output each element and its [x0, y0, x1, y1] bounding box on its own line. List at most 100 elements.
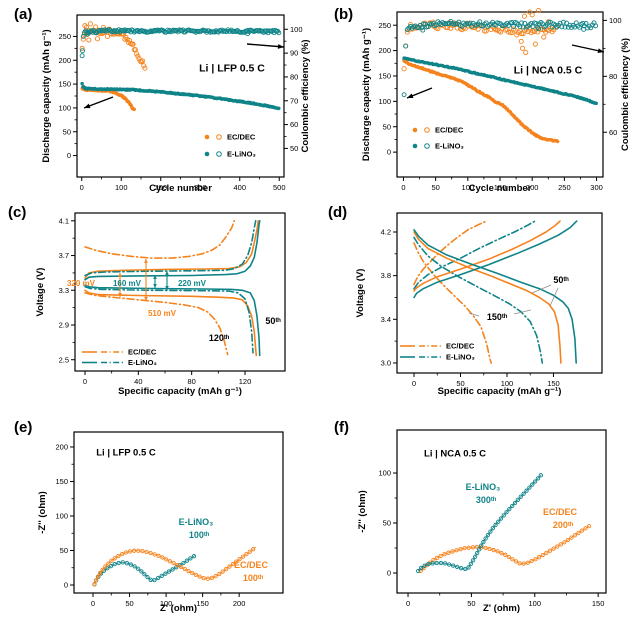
svg-text:50ᵗʰ: 50ᵗʰ — [553, 275, 569, 285]
svg-text:200: 200 — [526, 183, 539, 192]
panel-a-chart: 0 100 200 300 400 500 0 50 100 150 200 250 50 60 70 80 9… — [0, 0, 320, 200]
svg-text:400: 400 — [233, 183, 246, 192]
svg-text:100: 100 — [529, 599, 542, 608]
svg-text:-Z'' (ohm): -Z'' (ohm) — [37, 491, 48, 534]
svg-text:2.5: 2.5 — [59, 355, 69, 364]
panel-f-chart: 0 50 100 150 0 50 100 Z' (ohm) -Z'' (ohm) Li | NC… — [320, 415, 640, 625]
svg-text:90: 90 — [290, 49, 298, 58]
svg-text:100ᵗʰ: 100ᵗʰ — [189, 530, 210, 540]
svg-text:70: 70 — [290, 96, 298, 105]
svg-text:100: 100 — [55, 512, 68, 521]
svg-text:100: 100 — [58, 104, 71, 113]
svg-text:2.9: 2.9 — [59, 321, 69, 330]
panel-b-chart: 0 50 100 150 200 250 300 0 50 100 150 200 250 60 80 100… — [320, 0, 640, 200]
svg-text:50: 50 — [383, 122, 391, 131]
panel-label-f: (f) — [334, 419, 349, 436]
svg-text:220 mV: 220 mV — [178, 279, 207, 288]
svg-text:120ᵗʰ: 120ᵗʰ — [209, 333, 230, 343]
svg-text:200: 200 — [154, 183, 167, 192]
svg-text:150: 150 — [547, 379, 560, 388]
svg-text:EC/DEC: EC/DEC — [543, 507, 578, 517]
svg-text:250: 250 — [378, 21, 391, 30]
svg-text:100: 100 — [115, 183, 128, 192]
svg-text:Li | LFP 0.5 C: Li | LFP 0.5 C — [199, 63, 265, 75]
svg-text:150: 150 — [58, 80, 71, 89]
svg-text:500: 500 — [273, 183, 286, 192]
svg-text:4.2: 4.2 — [381, 228, 391, 237]
panel-c-chart: 0 40 80 120 2.5 2.9 3.3 3.7 4.1 Specific capacity… — [0, 200, 320, 415]
svg-text:50: 50 — [60, 546, 68, 555]
svg-text:150ᵗʰ: 150ᵗʰ — [487, 312, 508, 322]
svg-text:EC/DEC: EC/DEC — [446, 342, 475, 351]
svg-text:100: 100 — [378, 97, 391, 106]
svg-text:Z' (ohm): Z' (ohm) — [483, 603, 520, 614]
svg-text:60: 60 — [290, 120, 298, 129]
svg-text:250: 250 — [558, 183, 571, 192]
svg-text:EC/DEC: EC/DEC — [128, 348, 157, 357]
svg-text:300: 300 — [194, 183, 207, 192]
svg-text:160 mV: 160 mV — [113, 279, 142, 288]
svg-text:3.3: 3.3 — [59, 286, 69, 295]
svg-text:200: 200 — [55, 443, 68, 452]
svg-text:150: 150 — [196, 599, 209, 608]
svg-text:80: 80 — [187, 377, 195, 386]
svg-text:80: 80 — [609, 72, 617, 81]
svg-text:100: 100 — [462, 183, 475, 192]
svg-text:50: 50 — [431, 183, 439, 192]
svg-text:E-LiNO₃: E-LiNO₃ — [179, 517, 214, 527]
svg-text:Coulombic efficiency (%): Coulombic efficiency (%) — [300, 40, 311, 153]
svg-text:EC/DEC: EC/DEC — [234, 560, 269, 570]
svg-text:EC/DEC: EC/DEC — [435, 126, 464, 135]
svg-text:Discharge capacity (mAh g⁻¹): Discharge capacity (mAh g⁻¹) — [41, 29, 52, 162]
svg-text:E-LiNO₃: E-LiNO₃ — [435, 142, 464, 151]
svg-text:3.8: 3.8 — [381, 271, 391, 280]
svg-text:40: 40 — [134, 377, 142, 386]
svg-text:300: 300 — [590, 183, 603, 192]
svg-text:200: 200 — [233, 599, 246, 608]
svg-text:0: 0 — [387, 148, 391, 157]
svg-text:4.1: 4.1 — [59, 216, 69, 225]
svg-text:0: 0 — [67, 151, 71, 160]
svg-text:50ᵗʰ: 50ᵗʰ — [265, 316, 281, 326]
svg-text:3.4: 3.4 — [381, 315, 391, 324]
svg-text:3.7: 3.7 — [59, 251, 69, 260]
svg-text:0: 0 — [80, 183, 84, 192]
svg-text:Z' (ohm): Z' (ohm) — [160, 603, 197, 614]
svg-text:100: 100 — [378, 469, 391, 478]
svg-text:0: 0 — [401, 183, 405, 192]
svg-text:50: 50 — [383, 519, 391, 528]
svg-text:E-LiNO₃: E-LiNO₃ — [446, 353, 475, 362]
svg-text:-Z'' (ohm): -Z'' (ohm) — [357, 490, 368, 533]
svg-text:60: 60 — [609, 128, 617, 137]
panel-e-chart: 0 50 100 150 200 0 50 100 150 200 Z' (ohm) -Z'' (oh… — [0, 415, 320, 625]
svg-text:Li | NCA 0.5 C: Li | NCA 0.5 C — [424, 448, 486, 459]
panel-label-b: (b) — [334, 6, 354, 23]
svg-text:510 mV: 510 mV — [148, 309, 177, 318]
svg-text:0: 0 — [387, 569, 391, 578]
svg-text:Voltage (V): Voltage (V) — [355, 269, 366, 318]
svg-text:100: 100 — [609, 16, 622, 25]
svg-text:0: 0 — [406, 599, 410, 608]
svg-text:0: 0 — [91, 599, 95, 608]
svg-text:50: 50 — [290, 144, 298, 153]
svg-text:Cycle number: Cycle number — [149, 183, 212, 194]
panel-label-a: (a) — [14, 6, 33, 23]
svg-text:E-LiNO₃: E-LiNO₃ — [128, 358, 157, 367]
svg-text:0: 0 — [83, 377, 87, 386]
svg-text:150: 150 — [55, 477, 68, 486]
svg-text:120: 120 — [239, 377, 252, 386]
svg-text:100: 100 — [501, 379, 514, 388]
svg-text:Li | LFP 0.5 C: Li | LFP 0.5 C — [96, 447, 156, 458]
svg-text:320 mV: 320 mV — [67, 279, 96, 288]
panel-label-d: (d) — [328, 204, 348, 221]
svg-text:50: 50 — [63, 127, 71, 136]
svg-text:50: 50 — [125, 599, 133, 608]
svg-text:EC/DEC: EC/DEC — [227, 133, 256, 142]
svg-text:3.0: 3.0 — [381, 359, 391, 368]
svg-text:E-LiNO₃: E-LiNO₃ — [227, 150, 256, 159]
svg-text:150: 150 — [378, 72, 391, 81]
svg-text:Specific capacity (mAh g⁻¹): Specific capacity (mAh g⁻¹) — [118, 386, 242, 397]
svg-text:200: 200 — [58, 56, 71, 65]
svg-text:100: 100 — [160, 599, 173, 608]
svg-text:100: 100 — [290, 25, 303, 34]
